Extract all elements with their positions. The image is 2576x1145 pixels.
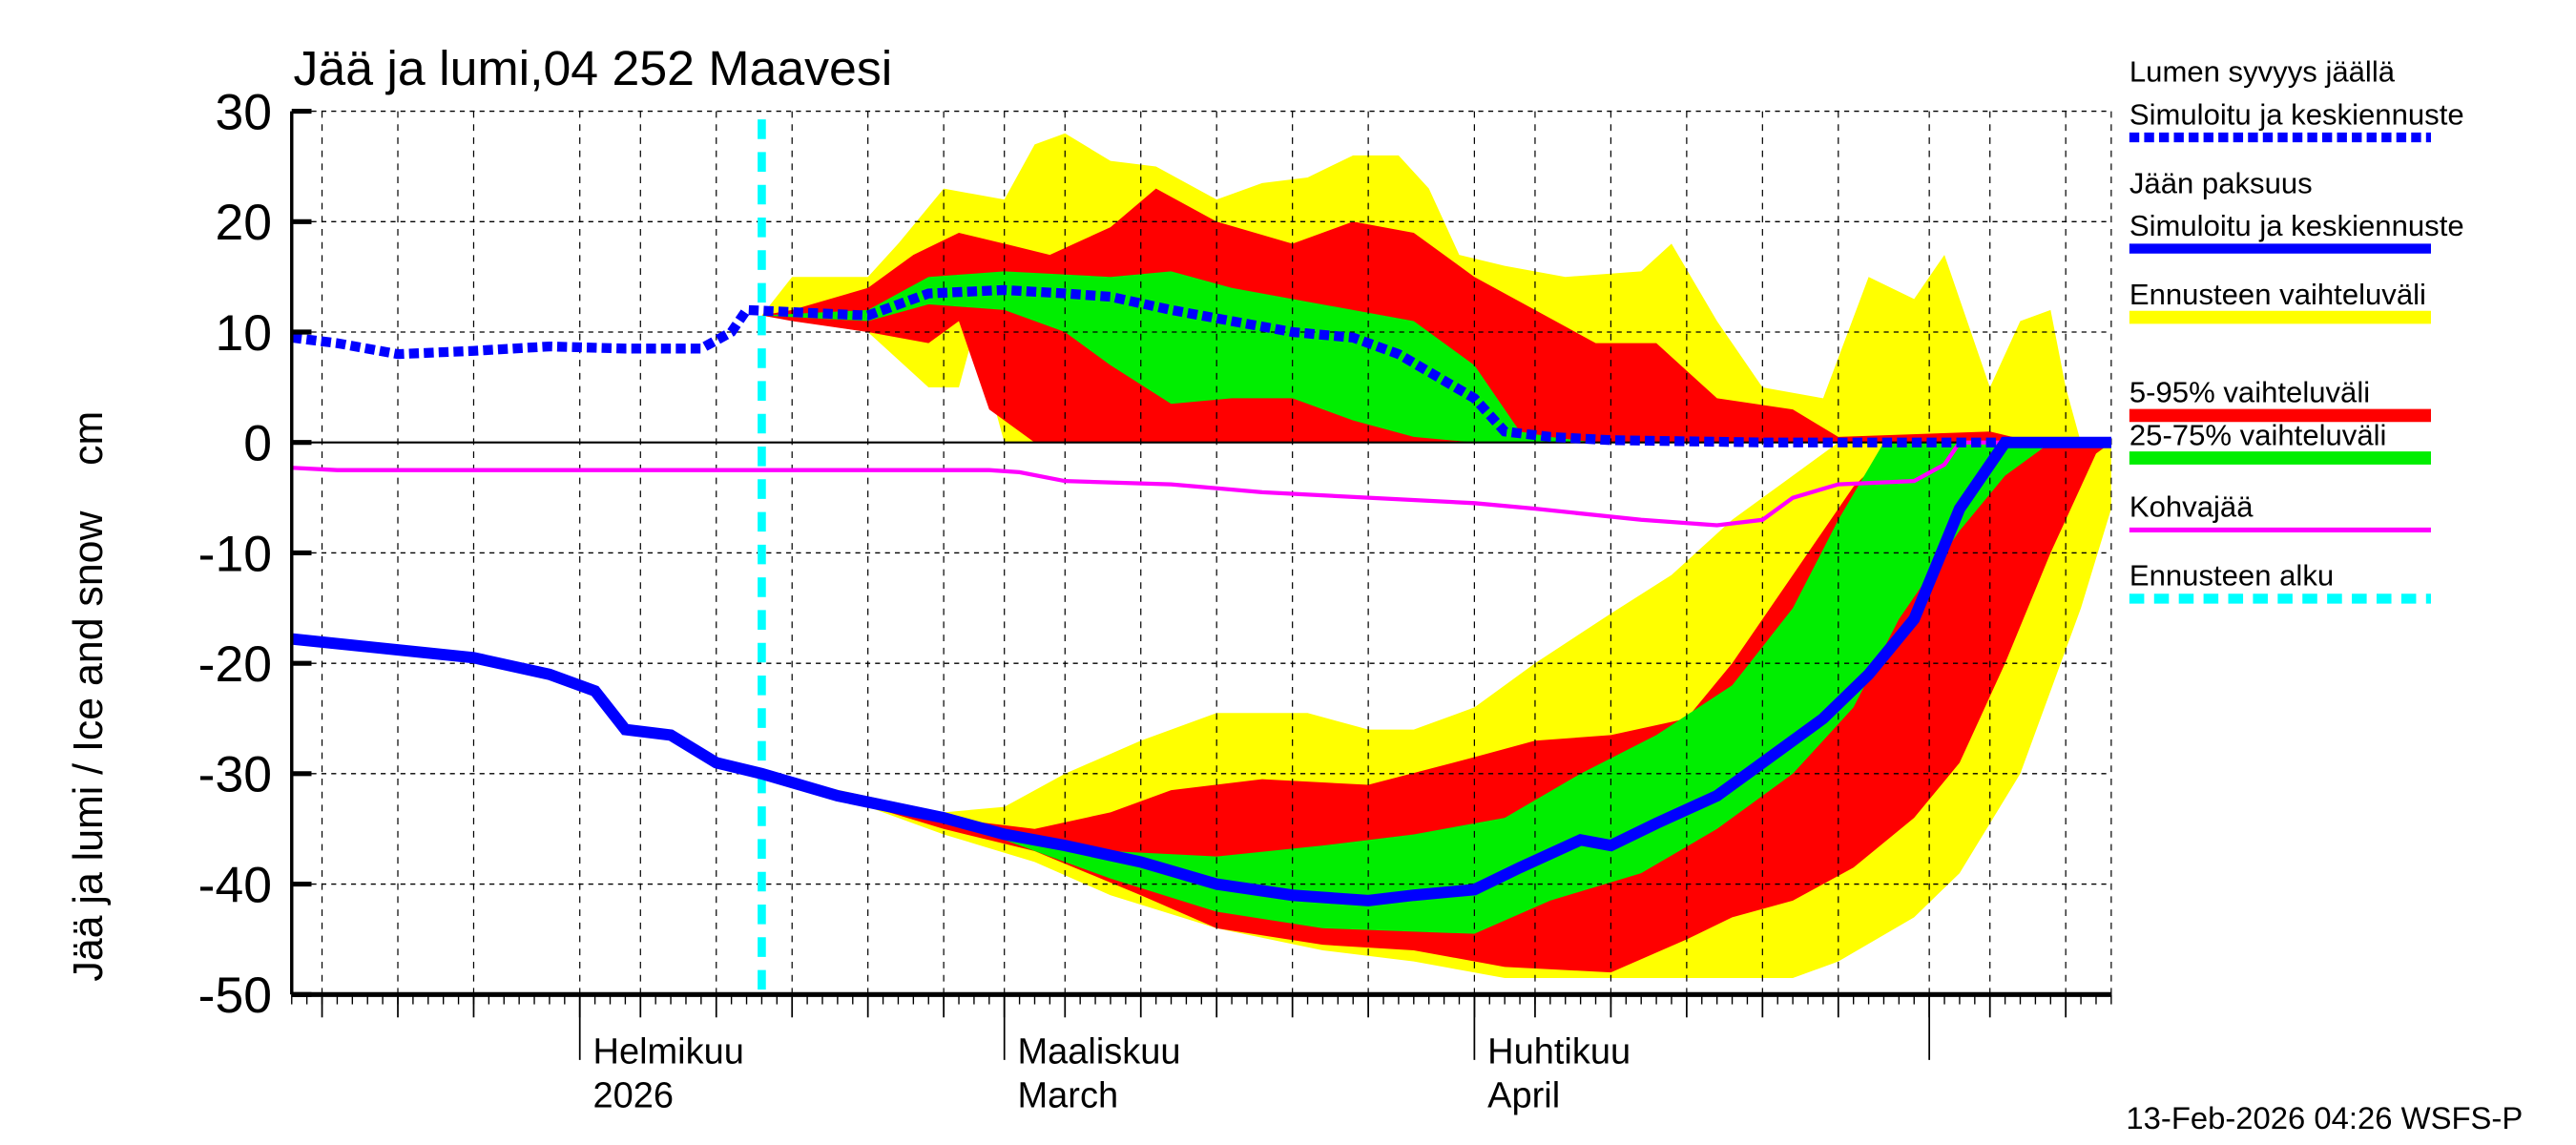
legend-label-2: Simuloitu ja keskiennuste xyxy=(2129,209,2464,242)
y-tick-label: -30 xyxy=(198,747,272,803)
month-label-2: April xyxy=(1487,1076,1560,1116)
legend-label-2: Simuloitu ja keskiennuste xyxy=(2129,97,2464,131)
snow-25-75-band xyxy=(761,271,2111,443)
month-label-2: March xyxy=(1018,1076,1119,1116)
y-tick-label: 30 xyxy=(215,85,272,141)
legend-label: 25-75% vaihteluväli xyxy=(2129,418,2387,451)
month-label: Maaliskuu xyxy=(1018,1031,1181,1072)
footer-timestamp: 13-Feb-2026 04:26 WSFS-P xyxy=(2126,1100,2523,1135)
legend-label: Ennusteen vaihteluväli xyxy=(2129,278,2426,311)
legend-label: Ennusteen alku xyxy=(2129,559,2334,593)
ice-5-95-band xyxy=(761,442,2111,973)
snow-depth-line xyxy=(291,284,2111,448)
month-label: Huhtikuu xyxy=(1487,1031,1631,1072)
month-label: Helmikuu xyxy=(593,1031,744,1072)
y-tick-label: -40 xyxy=(198,858,272,914)
y-tick-label: 10 xyxy=(215,305,272,362)
legend-label: 5-95% vaihteluväli xyxy=(2129,376,2370,409)
ice-thickness-line xyxy=(291,436,2111,906)
y-tick-label: 20 xyxy=(215,195,272,251)
chart-title: Jää ja lumi,04 252 Maavesi xyxy=(293,40,892,95)
kohvajaa-line xyxy=(291,440,2111,528)
y-tick-label: -10 xyxy=(198,526,272,582)
legend-label: Jään paksuus xyxy=(2129,166,2313,199)
month-label-2: 2026 xyxy=(593,1076,675,1116)
y-tick-label: -50 xyxy=(198,968,272,1024)
y-tick-label: -20 xyxy=(198,636,272,693)
y-tick-label: 0 xyxy=(243,416,272,472)
y-axis-label: Jää ja lumi / Ice and snow cm xyxy=(66,411,112,982)
legend-label: Kohvajää xyxy=(2129,490,2254,524)
legend-label: Lumen syvyys jäällä xyxy=(2129,55,2396,89)
snow-5-95-band xyxy=(761,188,2111,443)
